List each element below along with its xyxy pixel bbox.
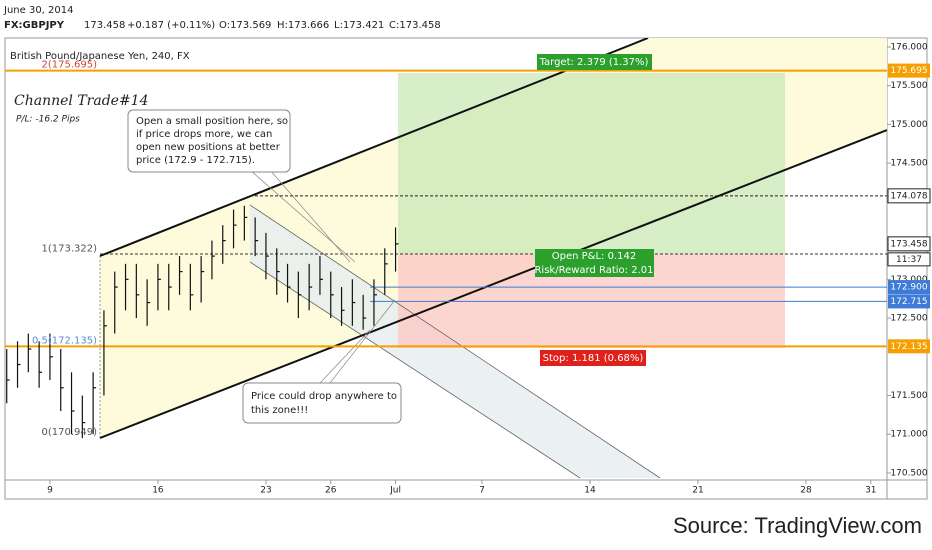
y-tick-label: 175.000	[890, 120, 927, 130]
level-badge	[888, 63, 930, 78]
countdown: 11:37	[896, 255, 922, 265]
target-zone	[398, 73, 785, 254]
y-tick-label: 170.500	[890, 468, 927, 478]
pl: P/L: -16.2 Pips	[16, 115, 80, 125]
x-tick-label: 31	[865, 486, 876, 496]
level-label: 175.695	[890, 66, 927, 76]
callout-pointer	[269, 169, 351, 263]
level-badge	[888, 280, 930, 295]
channel-upper	[99, 38, 649, 257]
target-badge	[537, 54, 652, 70]
y-tick-label: 171.500	[890, 391, 927, 401]
level-label: 174.078	[890, 191, 927, 201]
x-tick-label: 26	[325, 486, 337, 496]
callout-text: Open a small position here, so if price …	[136, 116, 288, 166]
y-tick-label: 173.000	[890, 275, 927, 285]
level-label: 172.135	[890, 342, 927, 352]
callout-pointer	[319, 329, 371, 384]
price-label: 173.458	[890, 239, 927, 249]
quote-line: FX:GBPJPY 173.458 +0.187 (+0.11%) O:173.…	[4, 20, 441, 31]
y-tick-label: 171.000	[890, 430, 927, 440]
price-bars	[5, 69, 887, 439]
low: L:173.421	[334, 20, 384, 31]
strategy-name: Channel Trade#14	[14, 93, 149, 109]
callout-line: Open a small position here, so	[136, 116, 288, 127]
symbol: FX:GBPJPY	[4, 20, 65, 31]
high: H:173.666	[277, 20, 329, 31]
fib-label: 1(173.322)	[41, 243, 97, 254]
drawings	[99, 38, 887, 479]
x-tick-label: Jul	[389, 486, 401, 496]
down-channel-line	[249, 204, 661, 479]
callout-line: this zone!!!	[251, 405, 308, 416]
callout-box	[242, 382, 402, 424]
open: O:173.569	[219, 20, 271, 31]
callout-line: if price drops more, we can	[136, 129, 272, 140]
date: June 30, 2014	[3, 5, 74, 16]
level-label: 172.900	[890, 283, 927, 293]
callout-box	[127, 109, 291, 173]
y-tick-label: 174.500	[890, 159, 927, 169]
callout-pointer	[329, 299, 396, 384]
down-channel-line	[249, 261, 581, 479]
risk-reward-label: Risk/Reward Ratio: 2.01	[534, 265, 653, 276]
chart-layer: 170.500 171.000 171.500 172.500 173.000 174.5…	[5, 42, 931, 496]
channel-lower	[99, 129, 887, 439]
callout-line: Price could drop anywhere to	[251, 391, 397, 402]
close: C:173.458	[389, 20, 441, 31]
callout-line: open new positions at better	[136, 142, 281, 153]
level-badge	[887, 188, 931, 204]
frame	[4, 37, 928, 500]
fib-label: 0.5(172.135)	[32, 335, 97, 346]
price-badge	[887, 236, 931, 252]
chart-title: British Pound/Japanese Yen, 240, FX	[10, 51, 190, 62]
last: 173.458	[84, 20, 125, 31]
level-badge	[888, 294, 930, 309]
x-tick-label: 28	[800, 486, 812, 496]
y-tick-label: 172.500	[890, 314, 927, 324]
x-tick-label: 7	[479, 486, 485, 496]
level-label: 172.715	[890, 297, 927, 307]
y-tick-label: 175.500	[890, 81, 927, 91]
x-tick-label: 23	[260, 486, 271, 496]
countdown-badge	[887, 252, 931, 267]
callout-pointer	[249, 169, 356, 263]
x-tick-label: 14	[584, 486, 596, 496]
fib-label: 2(175.695)	[41, 60, 97, 71]
x-tick-label: 16	[152, 486, 164, 496]
y-tick-label: 176.000	[890, 42, 927, 52]
position-badge	[535, 249, 654, 277]
open-pl-label: Open P&L: 0.142	[552, 251, 636, 262]
source: Source: TradingView.com	[673, 513, 922, 538]
stop-label: Stop: 1.181 (0.68%)	[543, 353, 644, 364]
x-tick-label: 9	[47, 486, 53, 496]
target-label: Target: 2.379 (1.37%)	[539, 57, 649, 68]
x-tick-label: 21	[692, 486, 703, 496]
change: +0.187 (+0.11%)	[127, 20, 215, 31]
stop-badge	[540, 350, 646, 366]
callout-line: price (172.9 - 172.715).	[136, 155, 255, 166]
level-badge	[888, 339, 930, 354]
fib-label: 0(170.949)	[41, 427, 97, 438]
